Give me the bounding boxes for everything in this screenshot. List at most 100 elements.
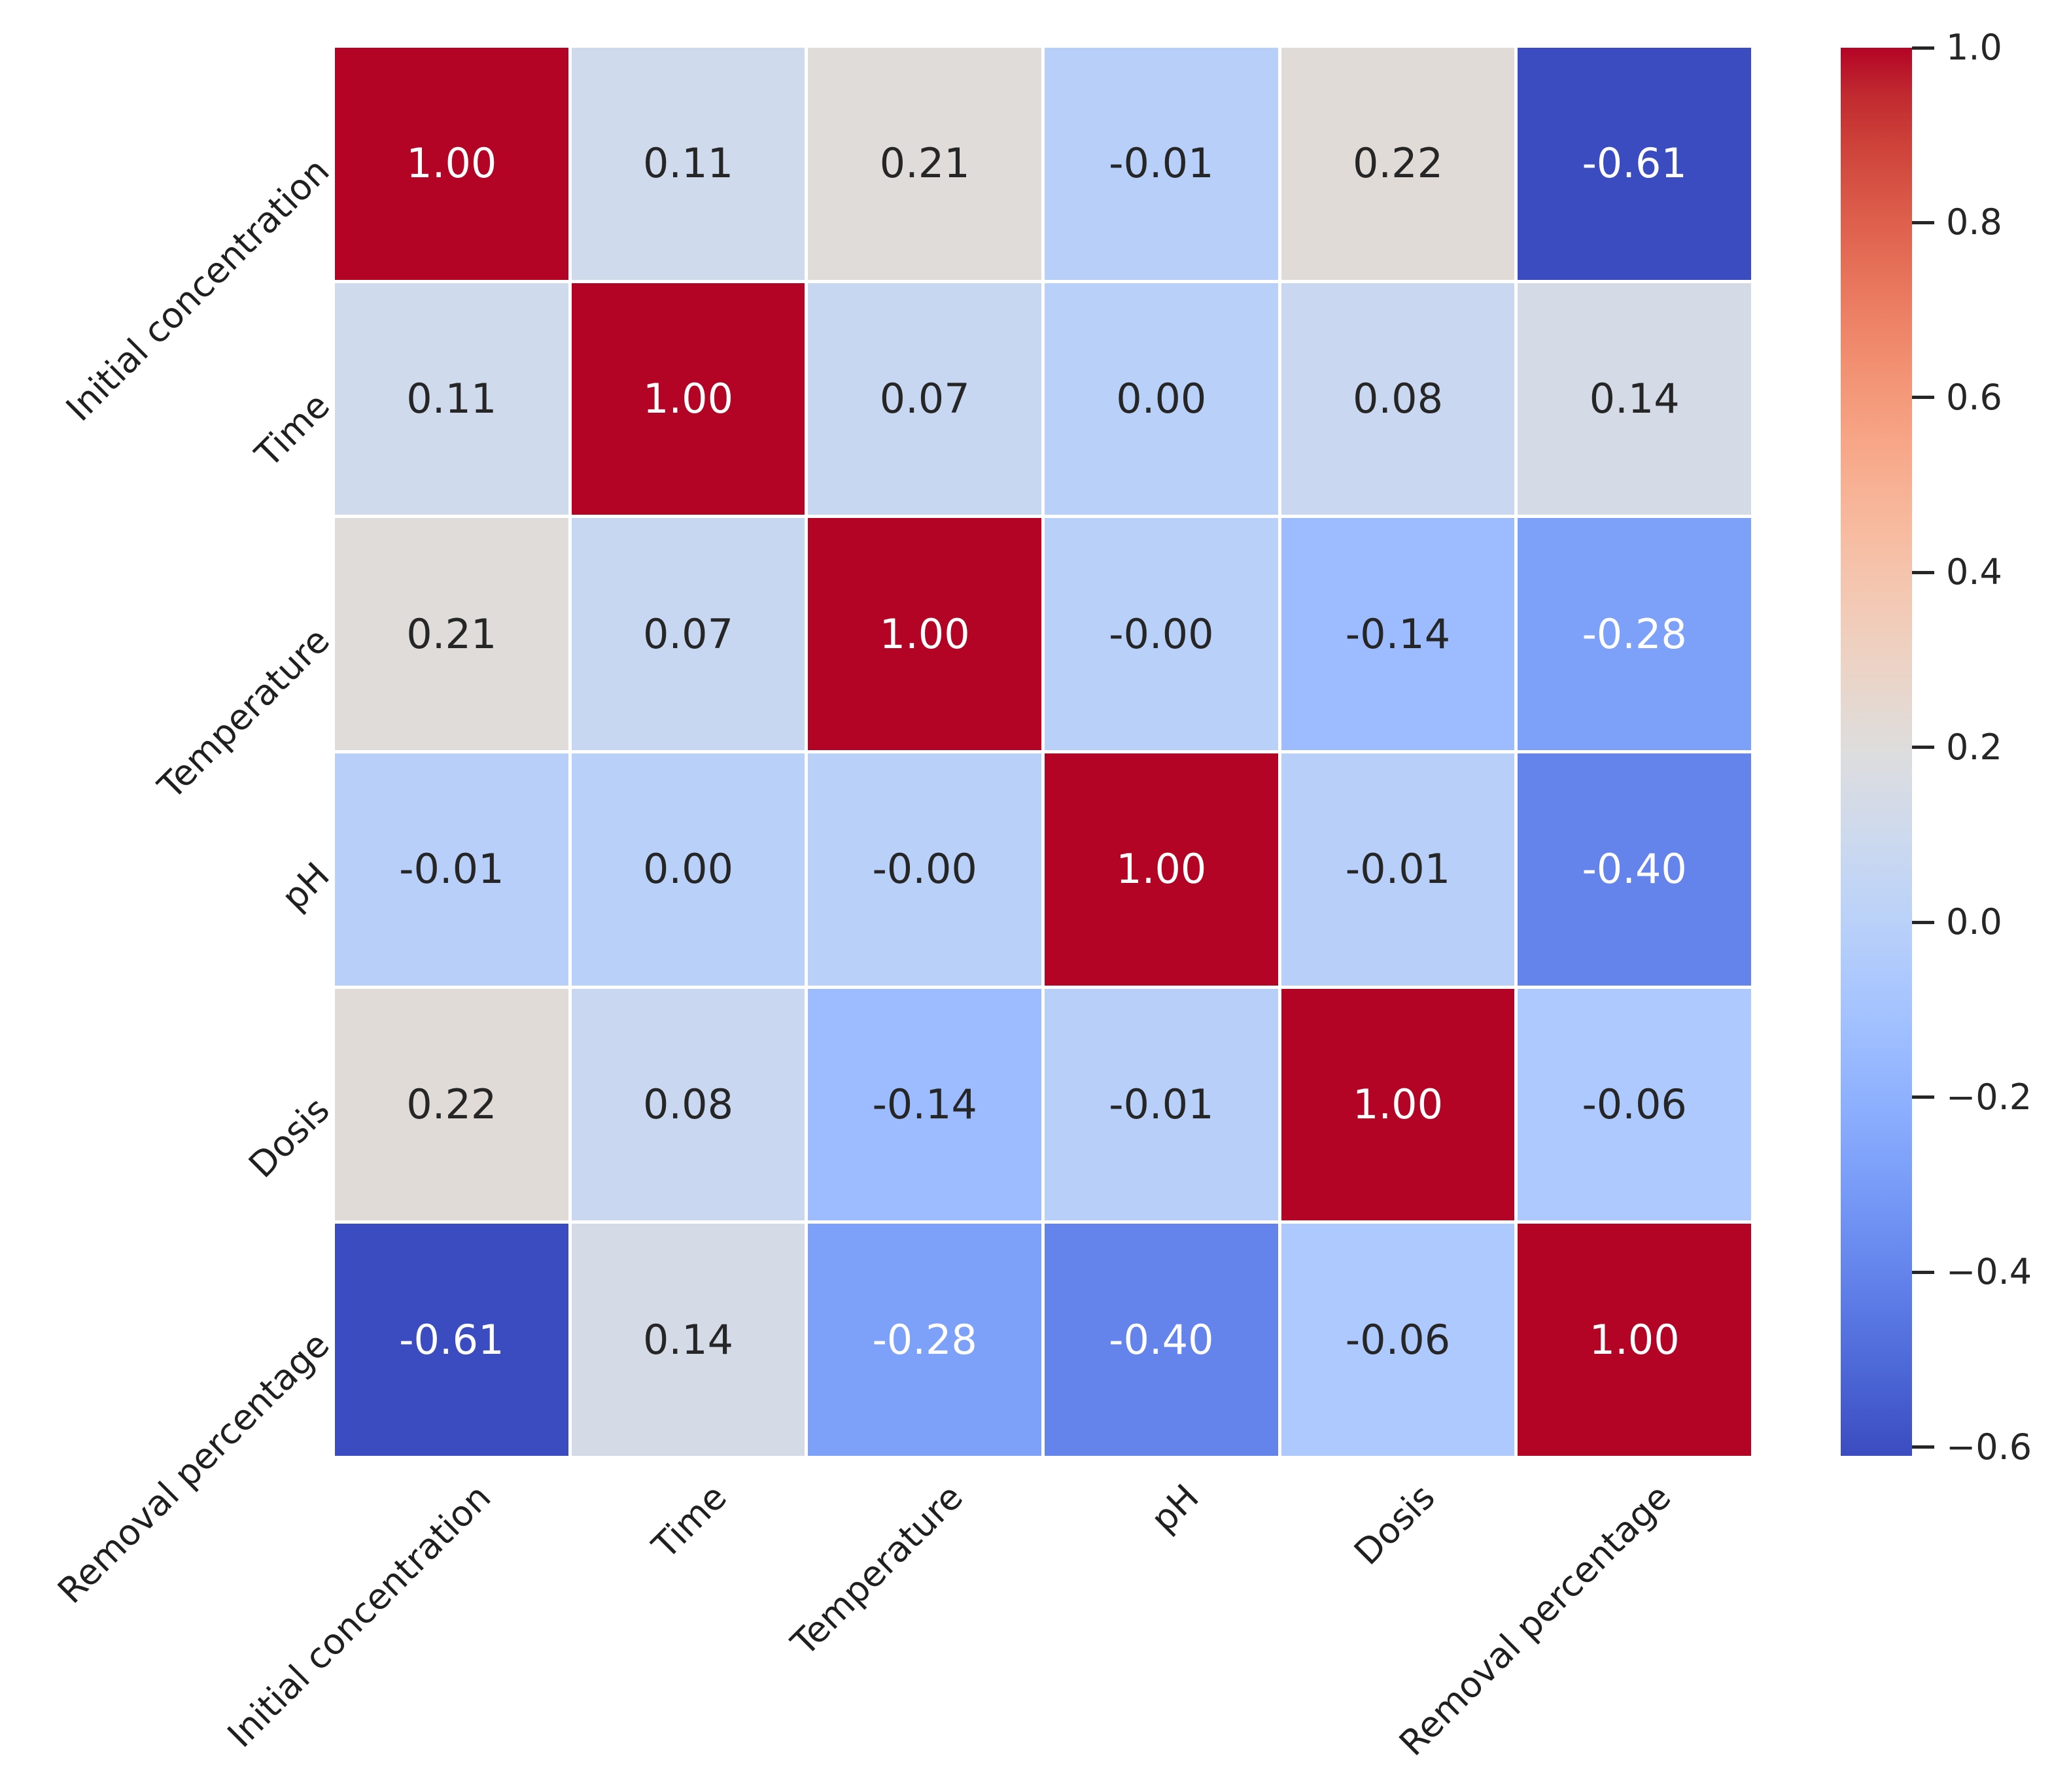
cell-value: -0.06 (1345, 1315, 1451, 1364)
heatmap-cell: -0.00 (1044, 518, 1278, 750)
heatmap-cell: -0.40 (1518, 753, 1751, 986)
cell-value: 0.00 (642, 845, 734, 893)
heatmap-cell: -0.40 (1044, 1224, 1278, 1456)
y-tick-label: Temperature (150, 619, 338, 807)
heatmap-cell: 0.22 (335, 988, 568, 1221)
cell-value: 1.00 (1116, 845, 1207, 893)
cell-value: 0.11 (642, 139, 734, 188)
heatmap-cell: 0.07 (571, 518, 805, 750)
colorbar-tick-label: −0.4 (1946, 1251, 2032, 1293)
heatmap-cell: -0.14 (1281, 518, 1515, 750)
heatmap-cell: -0.28 (808, 1224, 1041, 1456)
cell-value: -0.01 (1345, 845, 1451, 893)
x-tick-label: Dosis (1346, 1476, 1443, 1574)
heatmap-cell: -0.14 (808, 988, 1041, 1221)
heatmap-cell: 1.00 (1518, 1224, 1751, 1456)
cell-value: 1.00 (642, 374, 734, 422)
y-tick-label: Time (247, 385, 338, 475)
heatmap-cell: 0.07 (808, 283, 1041, 515)
heatmap-cell: 0.00 (571, 753, 805, 986)
cell-value: 0.08 (1352, 374, 1444, 422)
heatmap-cell: -0.06 (1281, 1224, 1515, 1456)
colorbar-tick-mark (1912, 46, 1934, 50)
colorbar-tick-mark (1912, 1445, 1934, 1449)
cell-value: 0.08 (642, 1080, 734, 1128)
heatmap-cell: -0.01 (1281, 753, 1515, 986)
colorbar-tick-label: 0.8 (1946, 201, 2002, 243)
cell-value: 1.00 (1589, 1315, 1680, 1364)
colorbar-tick-label: 0.2 (1946, 726, 2002, 768)
cell-value: 1.00 (406, 139, 497, 188)
y-tick-label: Removal percentage (50, 1323, 338, 1611)
cell-value: -0.14 (1345, 610, 1451, 658)
y-tick-label: pH (273, 854, 338, 918)
cell-value: -0.28 (1582, 610, 1687, 658)
cell-value: 1.00 (879, 610, 970, 658)
heatmap-cell: 0.11 (571, 48, 805, 280)
cell-value: 0.11 (406, 374, 497, 422)
x-tick-label: Initial concentration (219, 1476, 499, 1756)
heatmap-cell: 1.00 (1044, 753, 1278, 986)
colorbar-tick-mark (1912, 220, 1934, 224)
cell-value: -0.01 (399, 845, 504, 893)
colorbar-tick-label: −0.6 (1946, 1426, 2032, 1468)
heatmap-cell: -0.01 (335, 753, 568, 986)
heatmap-cell: -0.01 (1044, 988, 1278, 1221)
heatmap-cell: 0.08 (1281, 283, 1515, 515)
x-tick-label: pH (1143, 1476, 1207, 1540)
x-tick-label: Time (644, 1476, 735, 1567)
colorbar-tick-mark (1912, 1095, 1934, 1099)
heatmap-cell: -0.61 (335, 1224, 568, 1456)
colorbar-tick-label: 0.0 (1946, 901, 2002, 943)
colorbar-gradient (1841, 48, 1912, 1456)
heatmap-cell: 0.11 (335, 283, 568, 515)
cell-value: -0.01 (1109, 139, 1214, 188)
cell-value: 0.21 (879, 139, 970, 188)
x-tick-label: Removal percentage (1391, 1476, 1679, 1764)
heatmap-cell: -0.00 (808, 753, 1041, 986)
heatmap-cell: 0.22 (1281, 48, 1515, 280)
colorbar-tick-label: 1.0 (1946, 27, 2002, 68)
cell-value: -0.06 (1582, 1080, 1687, 1128)
colorbar-tick-label: 0.4 (1946, 551, 2002, 593)
colorbar-tick-mark (1912, 920, 1934, 924)
heatmap-cell: 0.21 (808, 48, 1041, 280)
colorbar-tick-mark (1912, 746, 1934, 750)
cell-value: -0.00 (872, 845, 977, 893)
colorbar-tick-label: −0.2 (1946, 1076, 2032, 1118)
heatmap-cell: 0.08 (571, 988, 805, 1221)
heatmap-cell: 0.00 (1044, 283, 1278, 515)
heatmap-cell: 0.14 (571, 1224, 805, 1456)
cell-value: -0.40 (1582, 845, 1687, 893)
cell-value: 0.21 (406, 610, 497, 658)
y-tick-label: Dosis (241, 1089, 338, 1186)
heatmap-grid: 1.00 0.11 0.21 -0.01 0.22 -0.61 0.11 1.00 0.07 0.… (335, 48, 1751, 1456)
heatmap-cell: 1.00 (571, 283, 805, 515)
heatmap-cell: 1.00 (1281, 988, 1515, 1221)
colorbar-tick-mark (1912, 1270, 1934, 1274)
cell-value: -0.01 (1109, 1080, 1214, 1128)
colorbar-tick-label: 0.6 (1946, 376, 2002, 418)
cell-value: -0.28 (872, 1315, 977, 1364)
cell-value: 0.22 (406, 1080, 497, 1128)
cell-value: 0.14 (642, 1315, 734, 1364)
heatmap-cell: 1.00 (335, 48, 568, 280)
x-tick-label: Temperature (783, 1476, 971, 1664)
heatmap-cell: 0.21 (335, 518, 568, 750)
cell-value: -0.40 (1109, 1315, 1214, 1364)
cell-value: 0.14 (1589, 374, 1680, 422)
heatmap-cell: -0.01 (1044, 48, 1278, 280)
y-tick-label: Initial concentration (58, 150, 338, 430)
colorbar-tick-mark (1912, 570, 1934, 574)
cell-value: -0.14 (872, 1080, 977, 1128)
cell-value: 1.00 (1352, 1080, 1444, 1128)
cell-value: 0.22 (1352, 139, 1444, 188)
heatmap-cell: -0.61 (1518, 48, 1751, 280)
heatmap-cell: 0.14 (1518, 283, 1751, 515)
cell-value: -0.61 (399, 1315, 504, 1364)
heatmap-cell: -0.28 (1518, 518, 1751, 750)
cell-value: 0.07 (642, 610, 734, 658)
cell-value: -0.00 (1109, 610, 1214, 658)
cell-value: 0.07 (879, 374, 970, 422)
